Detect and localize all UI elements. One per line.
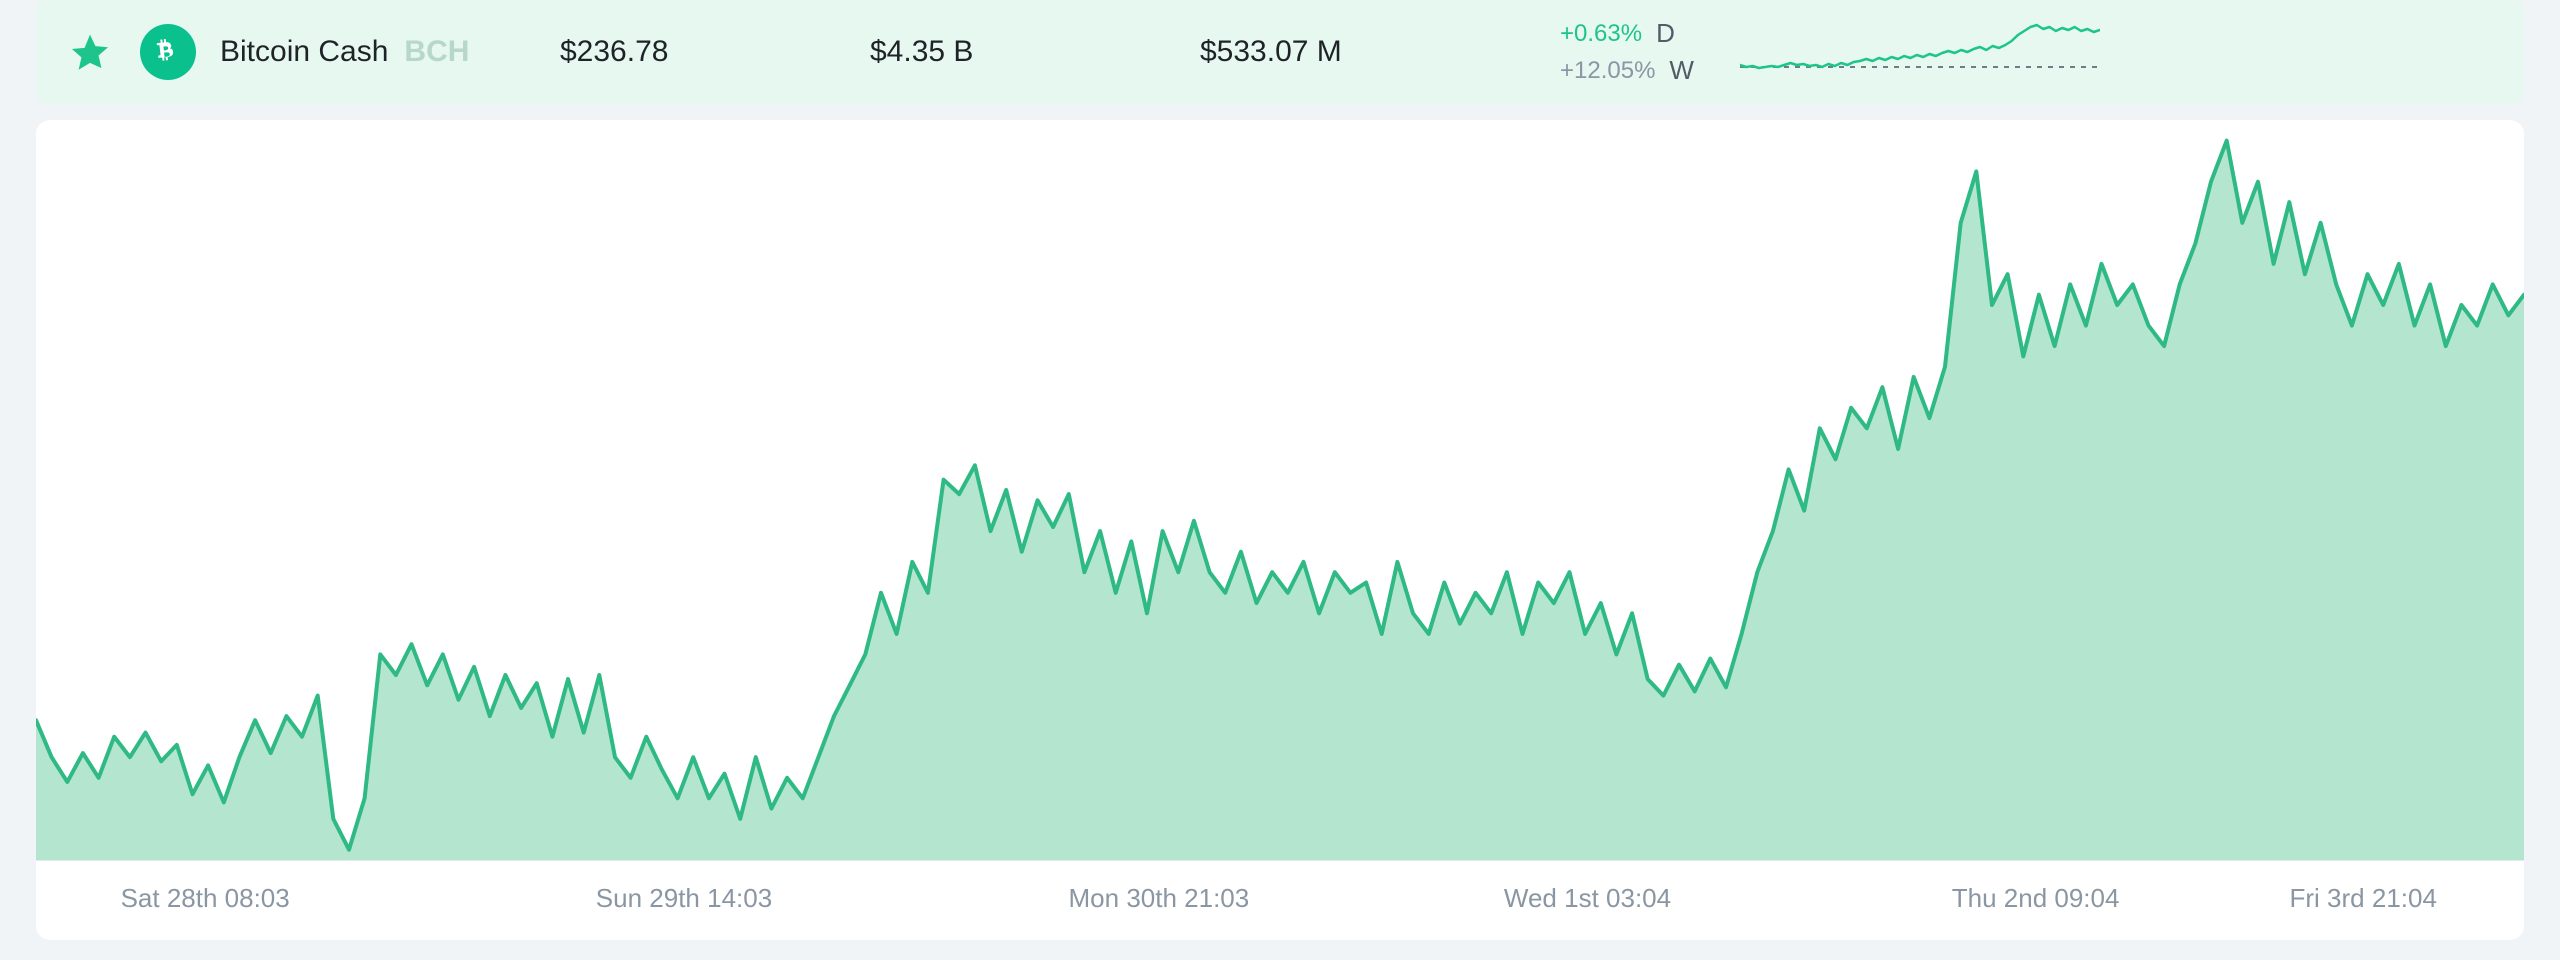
sparkline-chart — [1740, 17, 2100, 87]
coin-ticker: BCH — [404, 35, 469, 69]
price-chart-card: Sat 28th 08:03 Sun 29th 14:03 Mon 30th 21:… — [36, 120, 2524, 940]
x-axis-label: Mon 30th 21:03 — [1069, 883, 1250, 914]
price-value: $236.78 — [560, 35, 870, 69]
crypto-header-row[interactable]: Bitcoin Cash BCH $236.78 $4.35 B $533.07… — [36, 0, 2524, 104]
favorite-star-icon[interactable] — [68, 30, 112, 74]
change-day: +0.63% D — [1560, 18, 1740, 49]
sparkline-column — [1740, 17, 2492, 87]
price-chart-area[interactable] — [36, 120, 2524, 860]
chart-x-axis: Sat 28th 08:03 Sun 29th 14:03 Mon 30th 21:… — [36, 860, 2524, 940]
x-axis-label: Wed 1st 03:04 — [1504, 883, 1671, 914]
change-week-label: W — [1669, 55, 1694, 86]
change-week: +12.05% W — [1560, 55, 1740, 86]
market-cap-value: $4.35 B — [870, 35, 1200, 69]
change-day-value: +0.63% — [1560, 20, 1642, 48]
coin-identity: Bitcoin Cash BCH — [140, 24, 560, 80]
page: Bitcoin Cash BCH $236.78 $4.35 B $533.07… — [0, 0, 2560, 960]
x-axis-label: Fri 3rd 21:04 — [2290, 883, 2437, 914]
x-axis-label: Thu 2nd 09:04 — [1952, 883, 2120, 914]
x-axis-label: Sun 29th 14:03 — [596, 883, 772, 914]
x-axis-label: Sat 28th 08:03 — [121, 883, 290, 914]
change-week-value: +12.05% — [1560, 57, 1655, 85]
coin-logo-icon — [140, 24, 196, 80]
change-column: +0.63% D +12.05% W — [1560, 18, 1740, 86]
volume-value: $533.07 M — [1200, 35, 1560, 69]
change-day-label: D — [1656, 18, 1675, 49]
coin-name: Bitcoin Cash — [220, 35, 388, 69]
